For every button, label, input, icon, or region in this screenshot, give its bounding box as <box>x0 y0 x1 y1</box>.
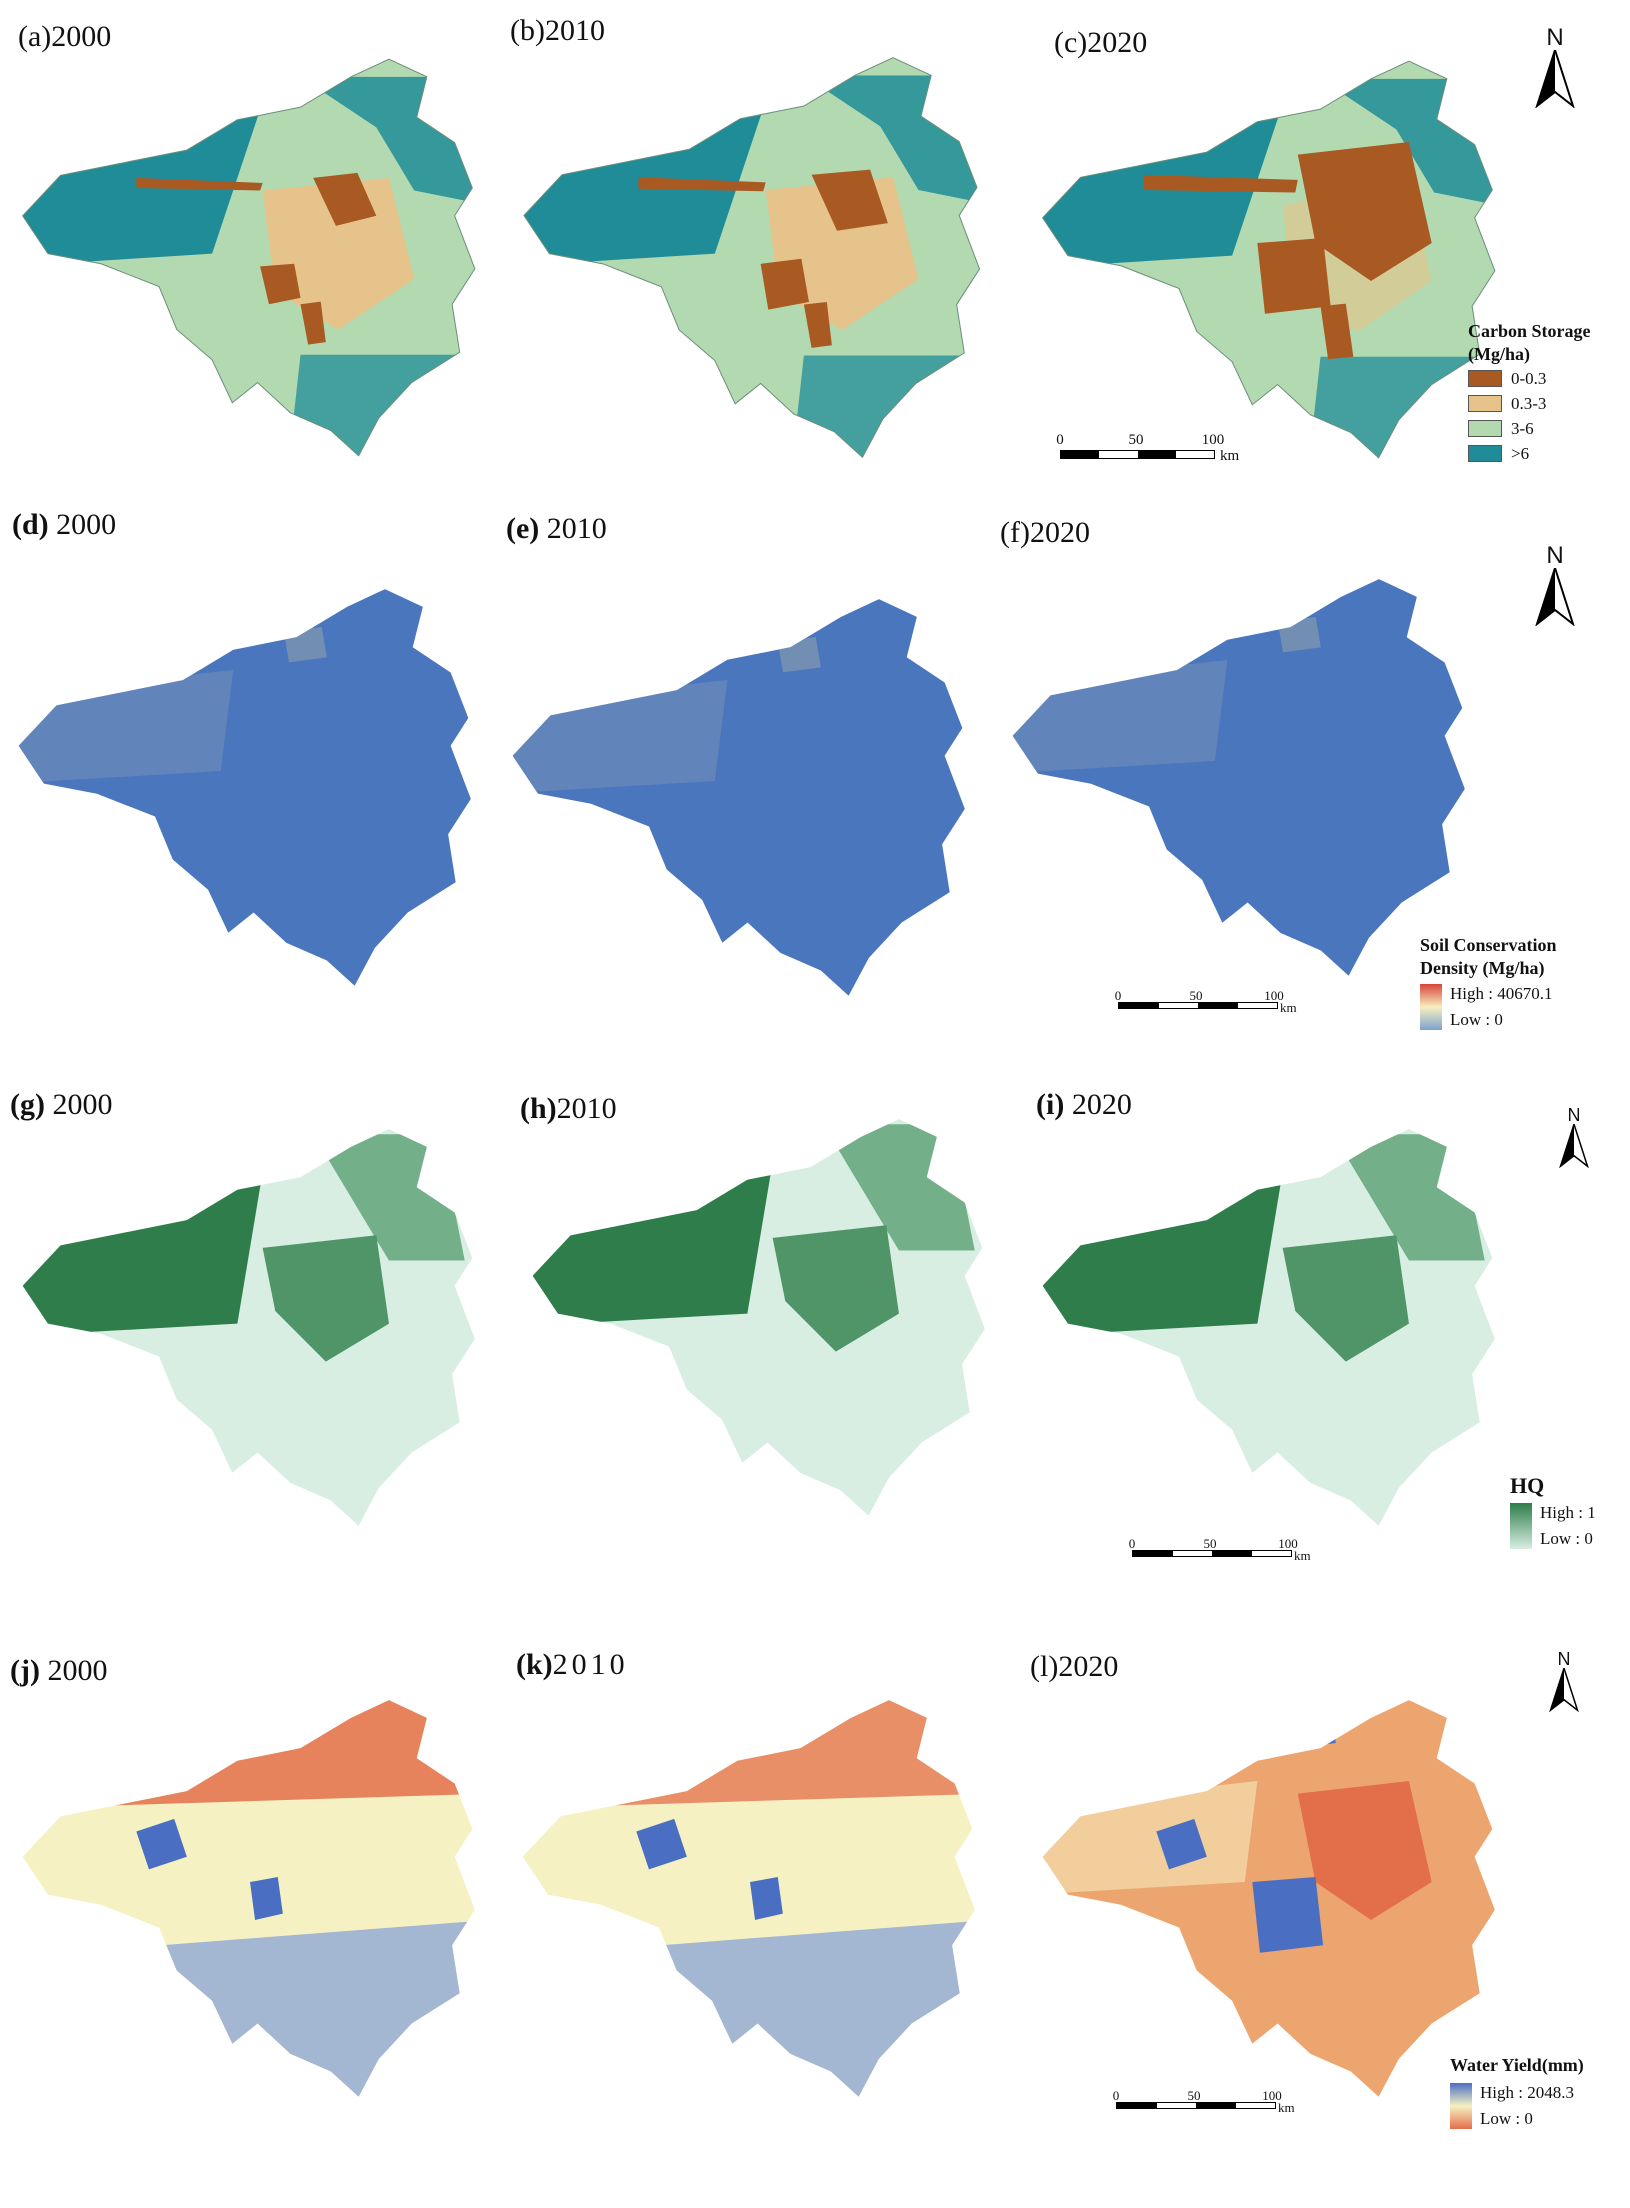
legend-title: Carbon Storage <box>1468 321 1591 341</box>
carbon-storage-row: (a)2000 (b)2010 <box>0 0 1630 480</box>
habitat-quality-row: (g) 2000 (h)2010 (i) 2020 <box>0 1080 1630 1620</box>
wy-map-2010 <box>522 1700 975 2097</box>
legend-title: Water Yield(mm) <box>1450 2055 1584 2075</box>
panel-label: (g) 2000 <box>10 1088 113 1121</box>
legend-high-label: High : 1 <box>1540 1503 1596 1522</box>
panel-label: (i) 2020 <box>1036 1088 1132 1121</box>
scale-bar: 0 50 100 km <box>1056 432 1240 464</box>
legend-low-label: Low : 0 <box>1540 1529 1593 1548</box>
wy-map-2020 <box>1042 1700 1495 2097</box>
panel-label: (j) 2000 <box>10 1654 108 1687</box>
legend-item: 0.3-3 <box>1468 391 1628 416</box>
legend-item: >6 <box>1468 441 1628 466</box>
legend-swatch <box>1468 445 1502 462</box>
map-panel-f: (f)2020 <box>1000 500 1500 1020</box>
wy-legend: Water Yield(mm) High : 2048.3 Low : 0 <box>1450 2054 1626 2129</box>
soil-map-2000 <box>18 589 471 986</box>
scale-bar: 0 50 100 km <box>1128 1536 1311 1563</box>
carbon-legend: Carbon Storage (Mg/ha) 0-0.3 0.3-3 3-6 >… <box>1468 320 1628 466</box>
panel-label: (f)2020 <box>1000 516 1090 549</box>
legend-low-label: Low : 0 <box>1450 1010 1503 1029</box>
panel-label: (h)2010 <box>520 1092 617 1125</box>
legend-swatch <box>1468 420 1502 437</box>
hq-map-2000 <box>22 1129 475 1526</box>
legend-title-unit: Density (Mg/ha) <box>1420 958 1545 978</box>
legend-color-ramp <box>1450 2083 1472 2129</box>
map-panel-e: (e) 2010 <box>500 500 1000 1020</box>
scale-bar: 0 50 100 km <box>1114 988 1297 1015</box>
legend-item: 0-0.3 <box>1468 366 1628 391</box>
legend-title: HQ <box>1510 1473 1545 1498</box>
hq-legend: HQ High : 1 Low : 0 <box>1510 1474 1630 1549</box>
legend-high-label: High : 2048.3 <box>1480 2083 1574 2102</box>
soil-map-2020 <box>1012 579 1465 976</box>
soil-legend: Soil Conservation Density (Mg/ha) High :… <box>1420 934 1620 1030</box>
map-panel-c: (c)2020 <box>1010 0 1510 480</box>
map-panel-l: (l)2020 <box>1020 1640 1520 2180</box>
legend-swatch <box>1468 395 1502 412</box>
legend-high-label: High : 40670.1 <box>1450 984 1553 1003</box>
map-panel-a: (a)2000 <box>0 0 500 480</box>
panel-label: (l)2020 <box>1030 1650 1119 1683</box>
legend-low-label: Low : 0 <box>1480 2109 1533 2128</box>
hq-map-2010 <box>532 1119 985 1516</box>
north-arrow-icon: N <box>1556 1106 1592 1173</box>
panel-label: (e) 2010 <box>506 512 607 545</box>
scale-bar: 0 50 100 km <box>1112 2088 1295 2115</box>
panel-label: (d) 2000 <box>12 508 117 541</box>
legend-swatch <box>1468 370 1502 387</box>
north-arrow-icon: N <box>1530 26 1580 113</box>
map-panel-g: (g) 2000 <box>0 1080 500 1600</box>
map-panel-i: (i) 2020 <box>1030 1080 1530 1600</box>
map-panel-d: (d) 2000 <box>0 500 500 1020</box>
carbon-map-2010 <box>523 57 981 458</box>
north-arrow-icon: N <box>1530 544 1580 631</box>
panel-label: (a)2000 <box>18 20 112 53</box>
legend-title: Soil Conservation <box>1420 935 1557 955</box>
panel-label: (k)2010 <box>516 1648 629 1681</box>
soil-map-2010 <box>512 599 965 996</box>
map-panel-b: (b)2010 <box>500 0 1010 480</box>
map-panel-h: (h)2010 <box>510 1080 1010 1600</box>
panel-label: (b)2010 <box>510 14 605 47</box>
water-yield-row: (j) 2000 (k)2010 ( <box>0 1640 1630 2208</box>
map-panel-k: (k)2010 <box>510 1640 1010 2180</box>
wy-map-2000 <box>22 1700 475 2097</box>
legend-color-ramp <box>1510 1503 1532 1549</box>
panel-label: (c)2020 <box>1054 26 1148 59</box>
carbon-map-2020 <box>1042 60 1496 459</box>
legend-color-ramp <box>1420 984 1442 1030</box>
hq-map-2020 <box>1042 1129 1495 1526</box>
legend-item: 3-6 <box>1468 416 1628 441</box>
carbon-map-2000 <box>22 58 476 457</box>
soil-conservation-row: (d) 2000 (e) 2010 (f)2020 <box>0 500 1630 1060</box>
legend-title-unit: (Mg/ha) <box>1468 344 1530 364</box>
map-panel-j: (j) 2000 <box>0 1640 500 2180</box>
north-arrow-icon: N <box>1546 1650 1582 1717</box>
